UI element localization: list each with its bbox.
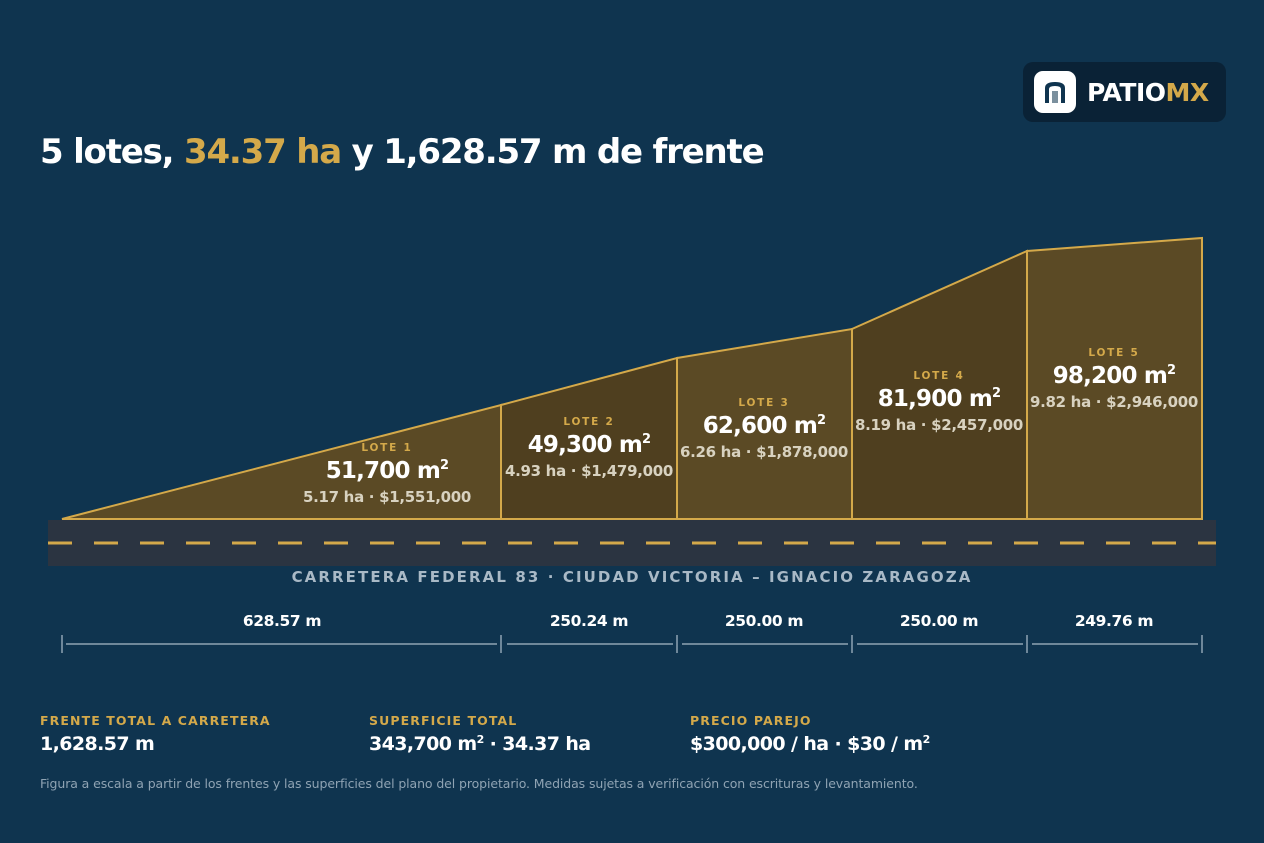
stat-frontage-value: 1,628.57 m xyxy=(40,733,271,755)
stat-frontage-value-main: 1,628.57 m xyxy=(40,733,155,755)
brand-name-main: PATIO xyxy=(1087,78,1166,107)
stat-price-value-main: $300,000 / ha · $30 / m xyxy=(690,733,923,755)
stat-price-value: $300,000 / ha · $30 / m2 xyxy=(690,733,930,755)
stat-area-value: 343,700 m2 · 34.37 ha xyxy=(369,733,591,755)
title-part-2: y 1,628.57 m de frente xyxy=(340,132,765,172)
lot-1-area: 51,700 m2 xyxy=(326,458,449,484)
stat-area-value-after: · 34.37 ha xyxy=(483,733,592,755)
brand-logo[interactable]: PATIOMX xyxy=(1023,62,1226,122)
lot-5-label: LOTE 5 xyxy=(1088,347,1139,359)
lot-4-labels: LOTE 4 81,900 m2 8.19 ha · $2,457,000 xyxy=(855,370,1023,434)
frontage-dimensions xyxy=(61,635,1203,653)
lot-1-area-sup: 2 xyxy=(440,458,448,473)
frontage-label-4: 250.00 m xyxy=(900,612,978,630)
title-part-1: 5 lotes, xyxy=(40,132,185,172)
stat-area-value-main: 343,700 m xyxy=(369,733,477,755)
road-label: CARRETERA FEDERAL 83 · CIUDAD VICTORIA –… xyxy=(291,568,973,586)
lot-2-label: LOTE 2 xyxy=(563,416,614,428)
lot-5-area-sup: 2 xyxy=(1167,363,1175,378)
lot-5-labels: LOTE 5 98,200 m2 9.82 ha · $2,946,000 xyxy=(1030,347,1198,411)
lot-1-labels: LOTE 1 51,700 m2 5.17 ha · $1,551,000 xyxy=(303,442,471,506)
lot-2-labels: LOTE 2 49,300 m2 4.93 ha · $1,479,000 xyxy=(505,416,673,480)
brand-name-accent: MX xyxy=(1165,78,1210,107)
lot-4-label: LOTE 4 xyxy=(913,370,964,382)
patio-gate-icon xyxy=(1034,71,1076,113)
stat-area-label: SUPERFICIE TOTAL xyxy=(369,713,518,728)
lot-1-label: LOTE 1 xyxy=(361,442,412,454)
lot-5-detail: 9.82 ha · $2,946,000 xyxy=(1030,393,1198,411)
lot-4-detail: 8.19 ha · $2,457,000 xyxy=(855,416,1023,434)
lot-3-area-value: 62,600 m xyxy=(703,413,817,439)
lot-3-label: LOTE 3 xyxy=(738,397,789,409)
stat-price-label: PRECIO PAREJO xyxy=(690,713,812,728)
lot-2-area-value: 49,300 m xyxy=(528,432,642,458)
lot-3-area: 62,600 m2 xyxy=(703,413,826,439)
road xyxy=(48,520,1216,566)
lot-4-shape[interactable] xyxy=(851,249,1028,520)
lot-3-labels: LOTE 3 62,600 m2 6.26 ha · $1,878,000 xyxy=(680,397,848,461)
frontage-label-3: 250.00 m xyxy=(725,612,803,630)
lot-2-detail: 4.93 ha · $1,479,000 xyxy=(505,462,673,480)
lot-1-detail: 5.17 ha · $1,551,000 xyxy=(303,488,471,506)
road-surface xyxy=(48,520,1216,566)
stat-area: SUPERFICIE TOTAL 343,700 m2 · 34.37 ha xyxy=(369,713,591,755)
page-title: 5 lotes, 34.37 ha y 1,628.57 m de frente xyxy=(40,132,765,172)
lot-4-area-sup: 2 xyxy=(992,386,1000,401)
stat-frontage-label: FRENTE TOTAL A CARRETERA xyxy=(40,713,271,728)
stat-frontage: FRENTE TOTAL A CARRETERA 1,628.57 m xyxy=(40,713,271,755)
footnote: Figura a escala a partir de los frentes … xyxy=(40,776,918,791)
lot-1-area-value: 51,700 m xyxy=(326,458,440,484)
lot-5-area-value: 98,200 m xyxy=(1053,363,1167,389)
stat-price-sup: 2 xyxy=(922,733,931,746)
brand-name: PATIOMX xyxy=(1087,78,1209,107)
lot-2-area: 49,300 m2 xyxy=(528,432,651,458)
frontage-label-2: 250.24 m xyxy=(550,612,628,630)
lot-4-area-value: 81,900 m xyxy=(878,386,992,412)
frontage-labels: 628.57 m 250.24 m 250.00 m 250.00 m 249.… xyxy=(243,612,1154,630)
lot-4-area: 81,900 m2 xyxy=(878,386,1001,412)
lot-5-area: 98,200 m2 xyxy=(1053,363,1176,389)
lot-2-area-sup: 2 xyxy=(642,432,650,447)
lot-3-detail: 6.26 ha · $1,878,000 xyxy=(680,443,848,461)
lot-5-shape[interactable] xyxy=(1026,236,1203,520)
lot-3-area-sup: 2 xyxy=(817,413,825,428)
frontage-label-5: 249.76 m xyxy=(1075,612,1153,630)
frontage-label-1: 628.57 m xyxy=(243,612,321,630)
stat-price: PRECIO PAREJO $300,000 / ha · $30 / m2 xyxy=(690,713,930,755)
lots-group xyxy=(61,236,1203,520)
stat-area-sup: 2 xyxy=(476,733,485,746)
title-highlight: 34.37 ha xyxy=(184,132,342,172)
